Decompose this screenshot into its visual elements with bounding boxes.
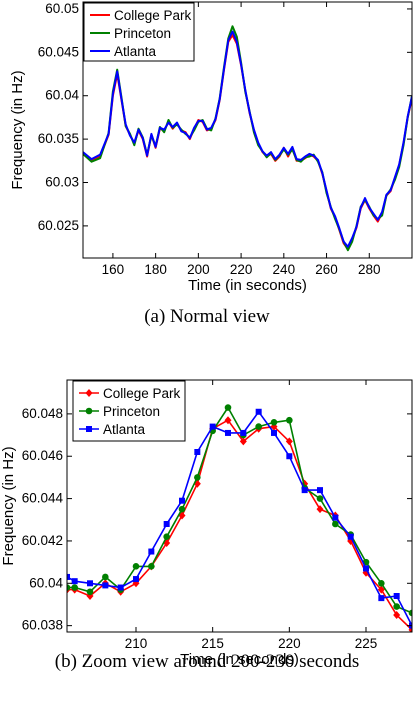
legend-marker-atlanta <box>86 426 92 432</box>
data-point-atlanta <box>148 548 155 555</box>
x-tick-label: 160 <box>102 262 125 277</box>
y-tick-label: 60.04 <box>29 575 63 590</box>
y-axis-label: Frequency (in Hz) <box>9 70 26 189</box>
data-point-college-park <box>377 585 385 594</box>
data-point-college-park <box>270 422 278 431</box>
y-tick-label: 60.04 <box>45 88 79 103</box>
data-point-atlanta <box>71 578 78 585</box>
plot-frame <box>66 379 413 633</box>
x-tick-label: 180 <box>144 262 167 277</box>
data-point-atlanta <box>117 584 124 591</box>
y-axis-label: Frequency (in Hz) <box>0 446 17 565</box>
y-tick-label: 60.03 <box>45 175 79 190</box>
legend-marker-princeton <box>85 407 93 415</box>
data-point-college-park <box>362 568 370 577</box>
legend: College Park Princeton Atlanta <box>72 380 186 442</box>
x-tick-label: 210 <box>125 636 148 651</box>
plot-frame <box>82 1 413 259</box>
legend-label-atlanta: Atlanta <box>114 44 157 59</box>
y-tick-label: 60.05 <box>45 1 79 16</box>
data-point-princeton <box>102 573 109 581</box>
data-point-princeton <box>316 495 324 502</box>
legend: College Park Princeton Atlanta <box>83 2 195 62</box>
data-point-atlanta <box>286 453 293 460</box>
y-tick-label: 60.048 <box>22 406 63 421</box>
x-tick-label: 220 <box>230 262 253 277</box>
data-point-atlanta <box>301 487 308 494</box>
data-point-college-park <box>285 437 293 446</box>
data-point-atlanta <box>332 514 339 521</box>
x-tick-label: 240 <box>273 262 296 277</box>
data-point-atlanta <box>225 429 231 436</box>
data-point-atlanta <box>393 593 400 599</box>
data-point-atlanta <box>194 449 201 455</box>
data-point-atlanta <box>209 423 216 430</box>
y-tick-label: 60.046 <box>22 448 63 463</box>
data-point-atlanta <box>179 497 185 504</box>
y-tick-label: 60.044 <box>22 491 64 506</box>
x-tick-label: 260 <box>315 262 338 277</box>
data-point-college-park <box>347 536 355 545</box>
data-point-atlanta <box>347 533 354 540</box>
data-point-atlanta <box>67 573 70 580</box>
data-point-princeton <box>67 584 71 591</box>
data-point-princeton <box>286 416 293 424</box>
data-point-college-park <box>316 505 324 514</box>
data-point-princeton <box>270 419 278 426</box>
data-point-princeton <box>86 588 94 596</box>
chart-normal-view: 160 180 200 220 240 260 280 60.025 60.03 60.035 60… <box>9 1 413 294</box>
data-point-atlanta <box>240 429 247 436</box>
y-tick-label: 60.038 <box>22 618 63 633</box>
data-point-atlanta <box>102 582 109 589</box>
legend-marker-college-park <box>85 389 93 397</box>
series-group <box>67 404 412 632</box>
x-axis-label: Time (in seconds) <box>188 277 307 294</box>
data-point-atlanta <box>378 595 385 602</box>
chart-zoom-view: 210 215 220 225 60.038 60.04 60.042 60.044 60.04… <box>0 379 413 668</box>
x-axis-label: Time (in seconds) <box>180 651 299 668</box>
series-group <box>83 25 412 252</box>
x-tick-label: 220 <box>278 636 301 651</box>
data-point-princeton <box>194 474 201 481</box>
legend-label-atlanta: Atlanta <box>103 422 146 437</box>
data-point-atlanta <box>133 576 139 583</box>
x-tick-label: 215 <box>201 636 224 651</box>
y-tick-label: 60.045 <box>38 44 79 59</box>
data-point-college-park <box>224 416 232 425</box>
legend-label-princeton: Princeton <box>114 26 171 41</box>
data-point-princeton <box>408 609 412 617</box>
data-point-princeton <box>148 563 155 570</box>
x-tick-label: 280 <box>358 262 381 277</box>
x-tick-label: 225 <box>355 636 378 651</box>
data-point-college-park <box>393 611 401 620</box>
data-point-princeton <box>255 423 262 430</box>
data-point-atlanta <box>87 580 93 587</box>
data-point-princeton <box>178 505 186 513</box>
data-point-atlanta <box>317 487 323 494</box>
data-point-atlanta <box>271 429 277 436</box>
data-point-princeton <box>378 579 385 587</box>
legend-label-college-park: College Park <box>114 8 192 23</box>
legend-label-college-park: College Park <box>103 386 181 401</box>
y-tick-label: 60.035 <box>38 131 79 146</box>
data-point-princeton <box>332 520 339 528</box>
data-point-princeton <box>393 603 400 610</box>
data-point-atlanta <box>163 521 170 527</box>
data-point-princeton <box>163 533 170 541</box>
x-tick-label: 200 <box>187 262 210 277</box>
data-point-college-park <box>239 437 247 446</box>
caption-normal-view: (a) Normal view <box>144 306 270 327</box>
y-tick-label: 60.025 <box>38 218 79 233</box>
data-point-princeton <box>71 584 78 591</box>
data-point-princeton <box>132 563 140 570</box>
caption-zoom-view: (b) Zoom view around 200-230 seconds <box>54 651 360 672</box>
legend-label-princeton: Princeton <box>103 404 160 419</box>
y-tick-label: 60.042 <box>22 533 63 548</box>
data-point-atlanta <box>363 565 369 572</box>
data-point-princeton <box>224 404 232 411</box>
series-line-atlanta <box>83 30 412 248</box>
data-point-atlanta <box>255 408 262 415</box>
